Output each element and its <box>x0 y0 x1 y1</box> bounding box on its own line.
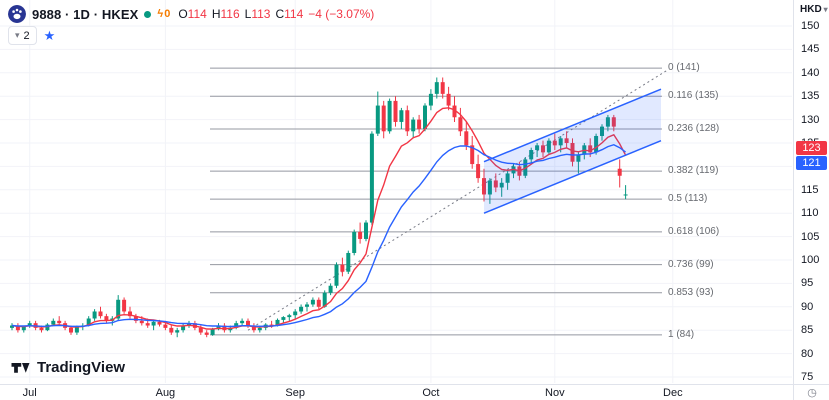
price-scale-label: 150 <box>801 20 820 32</box>
open-value: 114 <box>187 7 207 21</box>
fib-level-label: 0 (141) <box>668 62 700 74</box>
ohlc-readout: O114 H116 L113 C114 −4 (−3.07%) <box>178 7 374 21</box>
price-scale-label: 105 <box>801 230 820 243</box>
chevron-down-icon: ▾ <box>15 30 20 40</box>
tradingview-mark-icon <box>11 363 30 373</box>
fib-level-label: 1 (84) <box>668 328 695 340</box>
parallel-channel[interactable] <box>483 88 662 214</box>
ma-fast-line <box>11 107 627 330</box>
tradingview-wordmark: TradingView <box>37 359 126 376</box>
close-value: 114 <box>284 7 304 21</box>
price-scale-label: 115 <box>801 183 819 196</box>
price-scale-label: 80 <box>801 347 814 360</box>
symbol-title[interactable]: 9888 · 1D · HKEX <box>32 6 139 22</box>
price-scale-label: 135 <box>801 90 820 103</box>
currency-label: HKD <box>800 4 822 15</box>
fib-level-label: 0.382 (119) <box>668 165 719 177</box>
time-scale-label: Dec <box>663 387 683 399</box>
ma-slow-line <box>11 143 627 328</box>
high-value: 116 <box>220 7 240 21</box>
price-scale-label: 145 <box>801 43 820 56</box>
time-scale-label: Sep <box>285 387 305 399</box>
scales-corner: ◷ <box>793 384 829 400</box>
time-scale-label: Aug <box>155 387 176 399</box>
time-scale-label: Nov <box>545 387 565 399</box>
chevron-down-icon: ▾ <box>823 5 828 14</box>
time-scale[interactable]: Jul Aug Sep Oct Nov Dec <box>0 384 793 400</box>
price-scale-label: 100 <box>801 254 820 266</box>
fib-level-label: 0.736 (99) <box>668 258 714 270</box>
symbol-logo-icon <box>8 5 26 23</box>
price-scale[interactable]: HKD ▾ 1501451401351301251201151101051009… <box>793 0 829 384</box>
price-scale-label: 75 <box>801 371 814 383</box>
close-label: C <box>275 7 285 21</box>
low-value: 113 <box>251 7 271 21</box>
timezone-clock-icon[interactable]: ◷ <box>807 386 817 399</box>
indicators-collapse-button[interactable]: ▾ 2 <box>8 26 37 45</box>
price-scale-label: 95 <box>801 277 814 290</box>
candlestick-series[interactable] <box>10 77 628 338</box>
chart-toolbar-row: ▾ 2 ★ <box>8 26 55 45</box>
trendline[interactable] <box>247 70 668 331</box>
fib-level-label: 0.116 (135) <box>668 90 719 102</box>
price-scale-label: 130 <box>801 113 820 126</box>
price-scale-label: 90 <box>801 300 814 313</box>
open-label: O <box>178 7 188 21</box>
price-scale-label: 110 <box>801 207 819 220</box>
price-badge: 121 <box>796 155 827 170</box>
low-label: L <box>244 7 252 21</box>
price-badge: 123 <box>796 141 827 156</box>
alerts-count: 0 <box>164 8 171 20</box>
grid-lines <box>0 0 792 383</box>
tradingview-logo[interactable]: TradingView <box>10 357 125 378</box>
currency-selector[interactable]: HKD ▾ <box>800 4 828 15</box>
change-value: −4 (−3.07%) <box>308 7 375 21</box>
price-scale-label: 140 <box>801 66 820 79</box>
fib-level-label: 0.618 (106) <box>668 225 720 237</box>
price-scale-label: 85 <box>801 324 814 337</box>
fib-level-label: 0.853 (93) <box>668 286 714 298</box>
time-scale-label: Jul <box>22 387 37 399</box>
alerts-indicator[interactable]: ϟ 0 <box>157 8 170 20</box>
fib-level-label: 0.5 (113) <box>668 193 708 205</box>
bolt-icon: ϟ <box>157 8 164 20</box>
sparkle-icon[interactable]: ★ <box>43 28 56 43</box>
high-label: H <box>211 7 221 21</box>
symbol-header: 9888 · 1D · HKEX ϟ 0 O114 H116 L113 C114… <box>8 5 374 23</box>
indicators-count: 2 <box>23 29 30 42</box>
fib-retracement-lines[interactable] <box>210 67 662 336</box>
fib-level-label: 0.236 (128) <box>668 122 720 134</box>
time-scale-label: Oct <box>422 387 440 399</box>
market-status-icon[interactable] <box>144 10 152 18</box>
